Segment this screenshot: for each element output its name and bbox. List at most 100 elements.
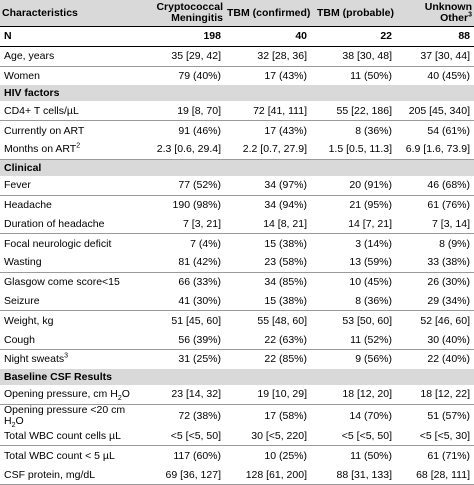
section-row-hiv: HIV factors	[0, 85, 474, 102]
row-label-text: Night sweats	[4, 353, 65, 366]
row-label-suffix: O	[121, 387, 130, 400]
table-cell: 91 (46%)	[178, 124, 221, 137]
table-cell: 8 (9%)	[439, 237, 470, 250]
table-cell: 68 [28, 111]	[396, 465, 474, 485]
table-row: Age, years 35 [29, 42] 32 [28, 36] 38 [30, …	[0, 46, 474, 67]
table-cell: 81 (42%)	[140, 252, 225, 273]
table-cell: 77 (52%)	[140, 175, 225, 196]
n-value-tbm-probable: 22	[311, 26, 396, 47]
row-label-text: Focal neurologic deficit	[4, 237, 112, 250]
table-cell: 34 (97%)	[225, 175, 311, 196]
table-cell: 52 [46, 60]	[420, 314, 470, 327]
header-tbm-confirmed: TBM (confirmed)	[225, 0, 311, 27]
table-cell: 23 (58%)	[225, 252, 311, 273]
row-label: Age, years	[0, 46, 140, 67]
table-cell: 26 (30%)	[427, 276, 470, 289]
table-cell: 14 [7, 21]	[311, 214, 396, 235]
row-label: Weight, kg	[0, 311, 140, 330]
table-cell: 19 [8, 70]	[140, 101, 225, 122]
table-cell: 15 (38%)	[264, 237, 307, 250]
section-label-clinical: Clinical	[0, 159, 474, 176]
table-cell: 37 [30, 44]	[396, 46, 474, 67]
table-cell: 22 (40%)	[427, 353, 470, 366]
row-label: Opening pressure <20 cm H2O	[0, 404, 140, 427]
header-characteristics: Characteristics	[0, 0, 140, 27]
table-cell: 61 (71%)	[427, 449, 470, 462]
header-tbm-probable: TBM (probable)	[311, 0, 396, 27]
row-label: Focal neurologic deficit	[0, 234, 140, 253]
row-label-text: Cough	[4, 333, 35, 346]
header-unknown-sup: 3	[468, 11, 472, 19]
row-label-text: CD4+ T cells/µL	[4, 104, 79, 117]
table-cell: 30 [<5, 220]	[225, 426, 311, 447]
table-cell: 23 [14, 32]	[140, 384, 225, 405]
table-cell: 35 [29, 42]	[140, 46, 225, 67]
row-label: Cough	[0, 330, 140, 350]
table-cell: 19 [10, 29]	[225, 384, 311, 405]
table-cell: 34 (94%)	[264, 198, 307, 211]
n-row: N 198 40 22 88	[0, 26, 474, 47]
row-label: Seizure	[0, 291, 140, 312]
header-cryptococcal-meningitis: Cryptococcal Meningitis	[140, 0, 225, 27]
header-crypto-line1: Cryptococcal	[156, 1, 223, 13]
table-row: Wasting 81 (42%) 23 (58%) 13 (59%) 33 (38%)	[0, 252, 474, 273]
table-cell: 40 (45%)	[427, 69, 470, 82]
row-label: Night sweats3	[0, 349, 140, 368]
table-cell: 61 (76%)	[427, 198, 470, 211]
table-cell: 11 (50%)	[350, 69, 392, 82]
table-cell: 1.5 [0.5, 11.3]	[311, 139, 396, 160]
row-label: Wasting	[0, 252, 140, 273]
header-unknown-line1: Unknown	[424, 1, 472, 13]
table-row: Months on ART2 2.3 [0.6, 29.4] 2.2 [0.7, 2…	[0, 139, 474, 160]
table-cell: 66 (33%)	[178, 276, 221, 289]
n-value-unknown: 88	[396, 26, 474, 47]
table-cell: 17 (43%)	[264, 124, 307, 137]
table-row: Duration of headache 7 [3, 21] 14 [8, 21] 1…	[0, 214, 474, 235]
table-row: Weight, kg 51 [45, 60] 55 [48, 60] 53 [50, …	[0, 311, 474, 330]
table-cell: 21 (95%)	[349, 198, 392, 211]
section-row-clinical: Clinical	[0, 159, 474, 176]
table-cell: 20 (91%)	[311, 175, 396, 196]
table-cell: 72 [41, 111]	[225, 101, 311, 122]
row-label: Women	[4, 69, 40, 82]
n-value-crypto: 198	[140, 26, 225, 47]
table-cell: 88 [31, 133]	[311, 465, 396, 485]
table-cell: 54 (61%)	[427, 124, 470, 137]
row-label-text: Duration of headache	[4, 217, 105, 230]
table-cell: 41 (30%)	[140, 291, 225, 312]
table-cell: 34 (85%)	[264, 276, 307, 289]
table-cell: 30 (40%)	[396, 330, 474, 350]
table-cell: 2.2 [0.7, 27.9]	[225, 139, 311, 160]
row-label: Glasgow come score<15	[0, 272, 140, 291]
table-cell: 13 (59%)	[311, 252, 396, 273]
row-label: CD4+ T cells/µL	[0, 101, 140, 122]
row-label-text: Fever	[4, 179, 31, 192]
table-cell: 79 (40%)	[178, 69, 221, 82]
table-row: Fever 77 (52%) 34 (97%) 20 (91%) 46 (68%)	[0, 175, 474, 196]
section-label-hiv: HIV factors	[0, 85, 474, 102]
table-row: Seizure 41 (30%) 15 (38%) 8 (36%) 29 (34%)	[0, 291, 474, 312]
table-cell: 17 (58%)	[264, 409, 307, 422]
n-value-tbm-confirmed: 40	[225, 26, 311, 47]
table-cell: 117 (60%)	[173, 449, 221, 462]
table-row: Women 79 (40%) 17 (43%) 11 (50%) 40 (45%)	[0, 66, 474, 85]
table-cell: 8 (36%)	[311, 291, 396, 312]
row-label: Currently on ART	[0, 121, 140, 140]
table-cell: 69 [36, 127]	[140, 465, 225, 485]
table-row: Total WBC count cells µL <5 [<5, 50] 30 [<…	[0, 426, 474, 447]
row-label: Fever	[0, 175, 140, 196]
row-label-subscript: 2	[117, 394, 122, 402]
row-label-text: Months on ART	[4, 143, 77, 156]
row-label: Total WBC count < 5 µL	[0, 446, 140, 465]
table-row: Night sweats3 31 (25%) 22 (85%) 9 (56%) 22 (…	[0, 349, 474, 368]
row-label-text: Total WBC count cells µL	[4, 429, 121, 442]
table-row: Opening pressure <20 cm H2O 72 (38%) 17 (5…	[0, 404, 474, 427]
table-cell: 128 [61, 200]	[225, 465, 311, 485]
table-cell: 51 (57%)	[427, 409, 470, 422]
table-row: Opening pressure, cm H2O 23 [14, 32] 19 [1…	[0, 384, 474, 405]
row-label: Duration of headache	[0, 214, 140, 235]
row-label-text: Opening pressure, cm H	[4, 387, 118, 400]
row-label-superscript: 2	[76, 142, 81, 150]
row-label-text: Glasgow come score<15	[4, 276, 120, 289]
